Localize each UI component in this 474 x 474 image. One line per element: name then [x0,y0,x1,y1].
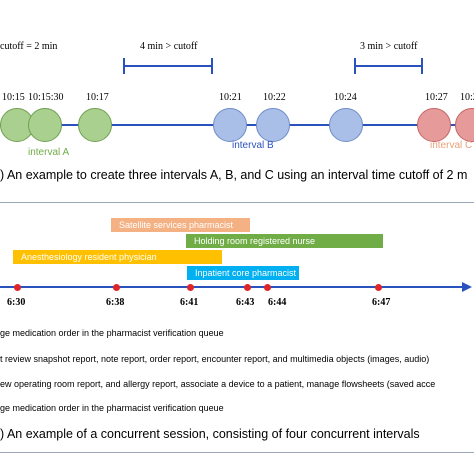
time-label: 10:2 [460,92,474,103]
section-divider [0,202,474,203]
event-circle-a3 [78,108,112,142]
time-marker [264,284,271,291]
interval-label-c: interval C [430,140,473,151]
activity-line: ew operating room report, and allergy re… [0,379,436,389]
cutoff-label: cutoff = 2 min [0,41,58,52]
time-marker [375,284,382,291]
tick-label: 6:41 [180,297,199,308]
caption-a: ) An example to create three intervals A… [0,168,468,182]
event-circle-a2 [28,108,62,142]
time-label: 10:15:30 [28,92,64,103]
tick-label: 6:38 [106,297,125,308]
time-label: 10:24 [334,92,357,103]
interval-label-b: interval B [232,140,274,151]
tick-label: 6:47 [372,297,391,308]
activity-line: ge medication order in the pharmacist ve… [0,403,224,413]
gap-bracket-1 [123,58,213,74]
time-marker [187,284,194,291]
time-marker [113,284,120,291]
event-circle-b2 [256,108,290,142]
gap-label-1: 4 min > cutoff [140,41,198,52]
event-circle-b3 [329,108,363,142]
interval-bar-inpatient-pharmacist: Inpatient core pharmacist [187,266,299,280]
time-label: 10:21 [219,92,242,103]
interval-bar-satellite-pharmacist: Satellite services pharmacist [111,218,250,232]
time-label: 10:27 [425,92,448,103]
activity-line: t review snapshot report, note report, o… [0,354,430,364]
gap-bracket-2 [354,58,423,74]
axis-arrow-icon [462,282,472,292]
gap-label-2: 3 min > cutoff [360,41,418,52]
time-label: 10:15 [2,92,25,103]
panel-b-axis [0,282,472,292]
interval-bar-holding-room-nurse: Holding room registered nurse [186,234,383,248]
tick-label: 6:43 [236,297,255,308]
tick-label: 6:30 [7,297,26,308]
time-marker [244,284,251,291]
time-marker [14,284,21,291]
event-circle-b1 [213,108,247,142]
interval-bar-anesthesiology-resident: Anesthesiology resident physician [13,250,222,264]
time-label: 10:17 [86,92,109,103]
caption-b: ) An example of a concurrent session, co… [0,427,420,441]
interval-label-a: interval A [28,147,70,158]
time-label: 10:22 [263,92,286,103]
activity-line: ge medication order in the pharmacist ve… [0,328,224,338]
tick-label: 6:44 [268,297,287,308]
event-circle-c1 [417,108,451,142]
section-divider [0,452,474,453]
